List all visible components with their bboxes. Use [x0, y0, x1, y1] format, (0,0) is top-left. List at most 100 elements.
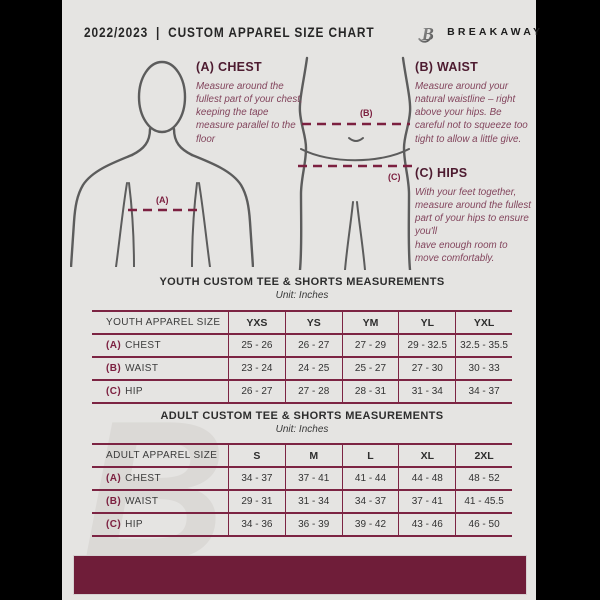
row-marker: (B) [106, 363, 122, 374]
adult-hip-value: 43 - 46 [398, 512, 456, 535]
adult-table-unit: Unit: Inches [275, 424, 329, 435]
brand-block: B BREAKAWAY [414, 19, 543, 45]
youth-chest-value: 26 - 27 [284, 333, 342, 356]
brand-name: BREAKAWAY [447, 26, 544, 38]
shoulder-arm-right [190, 153, 254, 267]
adult-size-col: 2XL [455, 443, 512, 466]
neck-left [130, 127, 152, 157]
body-side-left [298, 56, 309, 270]
hips-instruction-body: With your feet together, measure around … [415, 187, 531, 264]
youth-table-unit: Unit: Inches [275, 290, 329, 301]
youth-size-col: YS [284, 310, 342, 333]
inner-leg-right [356, 201, 366, 270]
shoulder-arm-left [70, 153, 134, 267]
youth-chest-value: 29 - 32.5 [398, 333, 456, 356]
adult-hip-row-label: (C) HIP [92, 512, 228, 535]
title-text: CUSTOM APPAREL SIZE CHART [168, 24, 375, 40]
adult-waist-value: 34 - 37 [341, 489, 399, 512]
youth-size-col: YXL [455, 310, 512, 333]
navel-mark [348, 137, 364, 142]
youth-hip-value: 34 - 37 [455, 379, 512, 402]
youth-chest-row-label: (A) CHEST [92, 333, 228, 356]
torso-diagram: (A) [70, 60, 254, 267]
youth-waist-value: 30 - 33 [455, 356, 512, 379]
chest-instruction-heading: (A) CHEST [196, 60, 262, 74]
head-outline [137, 60, 187, 134]
row-label: CHEST [125, 473, 161, 484]
youth-waist-value: 23 - 24 [228, 356, 285, 379]
adult-chest-value: 44 - 48 [398, 466, 456, 489]
row-label: WAIST [125, 496, 159, 507]
breakaway-logo-icon: B [415, 24, 436, 44]
adult-chest-value: 34 - 37 [228, 466, 285, 489]
row-label: CHEST [125, 340, 161, 351]
hips-marker-label: (C) [388, 172, 401, 182]
youth-size-col: YXS [228, 310, 285, 333]
row-label: HIP [125, 519, 143, 530]
row-marker: (A) [106, 473, 122, 484]
youth-waist-row-label: (B) WAIST [92, 356, 228, 379]
chest-marker-label: (A) [156, 195, 169, 205]
youth-hip-row-label: (C) HIP [92, 379, 228, 402]
adult-chest-row-label: (A) CHEST [92, 466, 228, 489]
youth-size-col: YL [398, 310, 456, 333]
adult-hip-value: 34 - 36 [228, 512, 285, 535]
inner-arm-left [115, 182, 128, 267]
waistband-curve [300, 148, 410, 162]
youth-chest-value: 27 - 29 [341, 333, 399, 356]
document-title: 2022/2023 | CUSTOM APPAREL SIZE CHART [84, 25, 375, 40]
adult-chest-value: 37 - 41 [284, 466, 342, 489]
youth-hip-value: 27 - 28 [284, 379, 342, 402]
adult-waist-row-label: (B) WAIST [92, 489, 228, 512]
adult-chest-value: 48 - 52 [455, 466, 512, 489]
youth-chest-value: 25 - 26 [228, 333, 285, 356]
youth-waist-value: 27 - 30 [398, 356, 456, 379]
row-marker: (C) [106, 386, 122, 397]
youth-hip-value: 31 - 34 [398, 379, 456, 402]
adult-waist-value: 37 - 41 [398, 489, 456, 512]
youth-hip-value: 26 - 27 [228, 379, 285, 402]
waist-instruction-body: Measure around your natural waistline – … [415, 81, 528, 145]
youth-waist-value: 25 - 27 [341, 356, 399, 379]
row-label: HIP [125, 386, 143, 397]
row-marker: (A) [106, 340, 122, 351]
youth-hip-value: 28 - 31 [341, 379, 399, 402]
youth-size-table: YOUTH APPAREL SIZE YXS YS YM YL YXL (A) … [92, 310, 512, 404]
adult-waist-value: 31 - 34 [284, 489, 342, 512]
adult-table-title: ADULT CUSTOM TEE & SHORTS MEASUREMENTS [160, 410, 444, 422]
waist-marker-label: (B) [360, 108, 373, 118]
adult-waist-value: 41 - 45.5 [455, 489, 512, 512]
adult-size-col: XL [398, 443, 456, 466]
title-year: 2022/2023 [84, 24, 149, 40]
adult-size-col: M [284, 443, 342, 466]
row-marker: (B) [106, 496, 122, 507]
chest-instruction-body: Measure around the fullest part of your … [196, 81, 303, 145]
body-side-right [401, 56, 412, 270]
torso-side-left [128, 182, 135, 267]
neck-right [172, 127, 194, 157]
waist-instruction: (B) WAIST Measure around your natural wa… [415, 60, 529, 146]
footer-bar [73, 555, 527, 595]
chest-instruction: (A) CHEST Measure around the fullest par… [196, 60, 308, 146]
youth-header-label: YOUTH APPAREL SIZE [92, 310, 228, 333]
adult-hip-value: 39 - 42 [341, 512, 399, 535]
youth-chest-value: 32.5 - 35.5 [455, 333, 512, 356]
adult-header-label: ADULT APPAREL SIZE [92, 443, 228, 466]
inner-leg-left [344, 201, 354, 270]
hips-instruction-heading: (C) HIPS [415, 166, 468, 180]
row-marker: (C) [106, 519, 122, 530]
adult-hip-value: 36 - 39 [284, 512, 342, 535]
inner-arm-right [198, 182, 211, 267]
title-separator: | [156, 24, 161, 40]
youth-waist-value: 24 - 25 [284, 356, 342, 379]
torso-side-right [191, 182, 198, 267]
adult-size-table: ADULT APPAREL SIZE S M L XL 2XL (A) CHES… [92, 443, 512, 537]
lower-body-diagram: (B) (C) [298, 56, 412, 270]
adult-size-col: L [341, 443, 399, 466]
adult-waist-value: 29 - 31 [228, 489, 285, 512]
youth-size-col: YM [341, 310, 399, 333]
hips-instruction: (C) HIPS With your feet together, measur… [415, 166, 533, 265]
waist-instruction-heading: (B) WAIST [415, 60, 479, 74]
row-label: WAIST [125, 363, 159, 374]
